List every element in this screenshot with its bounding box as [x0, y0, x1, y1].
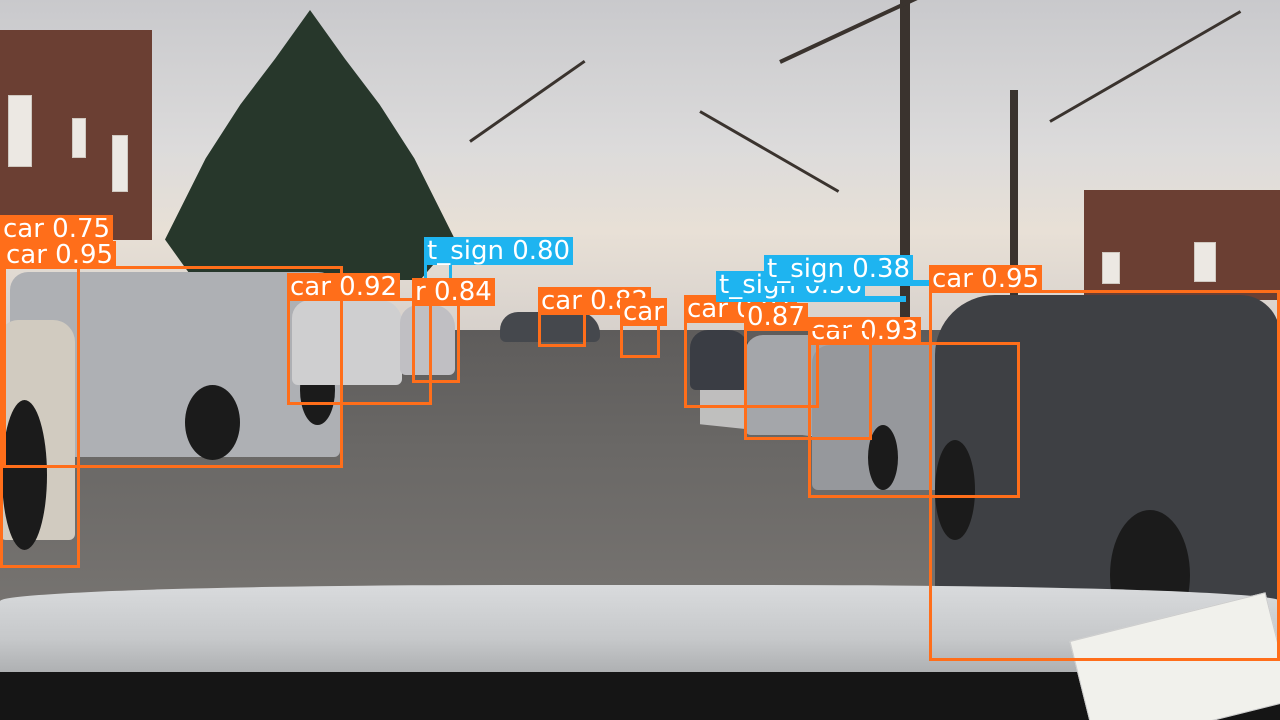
detection-box-car: car: [620, 298, 667, 358]
detection-box-car: car 0.92: [287, 273, 432, 405]
wheel: [935, 440, 975, 540]
distant-car: [690, 330, 750, 390]
detection-label: t_sign 0.80: [424, 237, 574, 265]
tree-branch: [1010, 90, 1018, 330]
white-car: [292, 300, 402, 385]
detection-box-traffic-sign: t_sign 0.80: [424, 237, 574, 282]
detection-box-traffic-sign: t_sign 0.38: [764, 255, 948, 286]
wheel: [2, 400, 47, 550]
wheel: [185, 385, 240, 460]
wheel: [868, 425, 898, 490]
left-brick-building: [0, 30, 152, 240]
detection-box-car: car 0.82: [538, 287, 652, 347]
detection-box-car: r 0.84: [412, 278, 495, 383]
detection-label: car: [620, 298, 667, 326]
detection-label: 0.87: [744, 303, 808, 331]
detection-box-car: 0.87: [744, 303, 872, 440]
detection-box-car: car 0.95: [3, 241, 343, 468]
detection-box-traffic-sign: t_sign 0.56: [716, 271, 906, 302]
right-brick-building: [1084, 190, 1280, 300]
detection-label: car 0.95: [929, 265, 1043, 293]
detection-label: car 0.95: [3, 241, 117, 269]
detection-label: r 0.84: [412, 278, 495, 306]
detection-label: t_sign 0.38: [764, 255, 914, 283]
detection-label: car 0.92: [287, 273, 401, 301]
detection-box-car: car 0.95: [929, 265, 1280, 661]
tree-branch: [900, 0, 910, 330]
detection-box-car: car 0.93: [808, 317, 1020, 498]
detection-label: car 0.75: [0, 215, 114, 243]
detection-label: car 0.93: [808, 317, 922, 345]
distant-car: [400, 305, 455, 375]
dashboard: [0, 672, 1280, 720]
